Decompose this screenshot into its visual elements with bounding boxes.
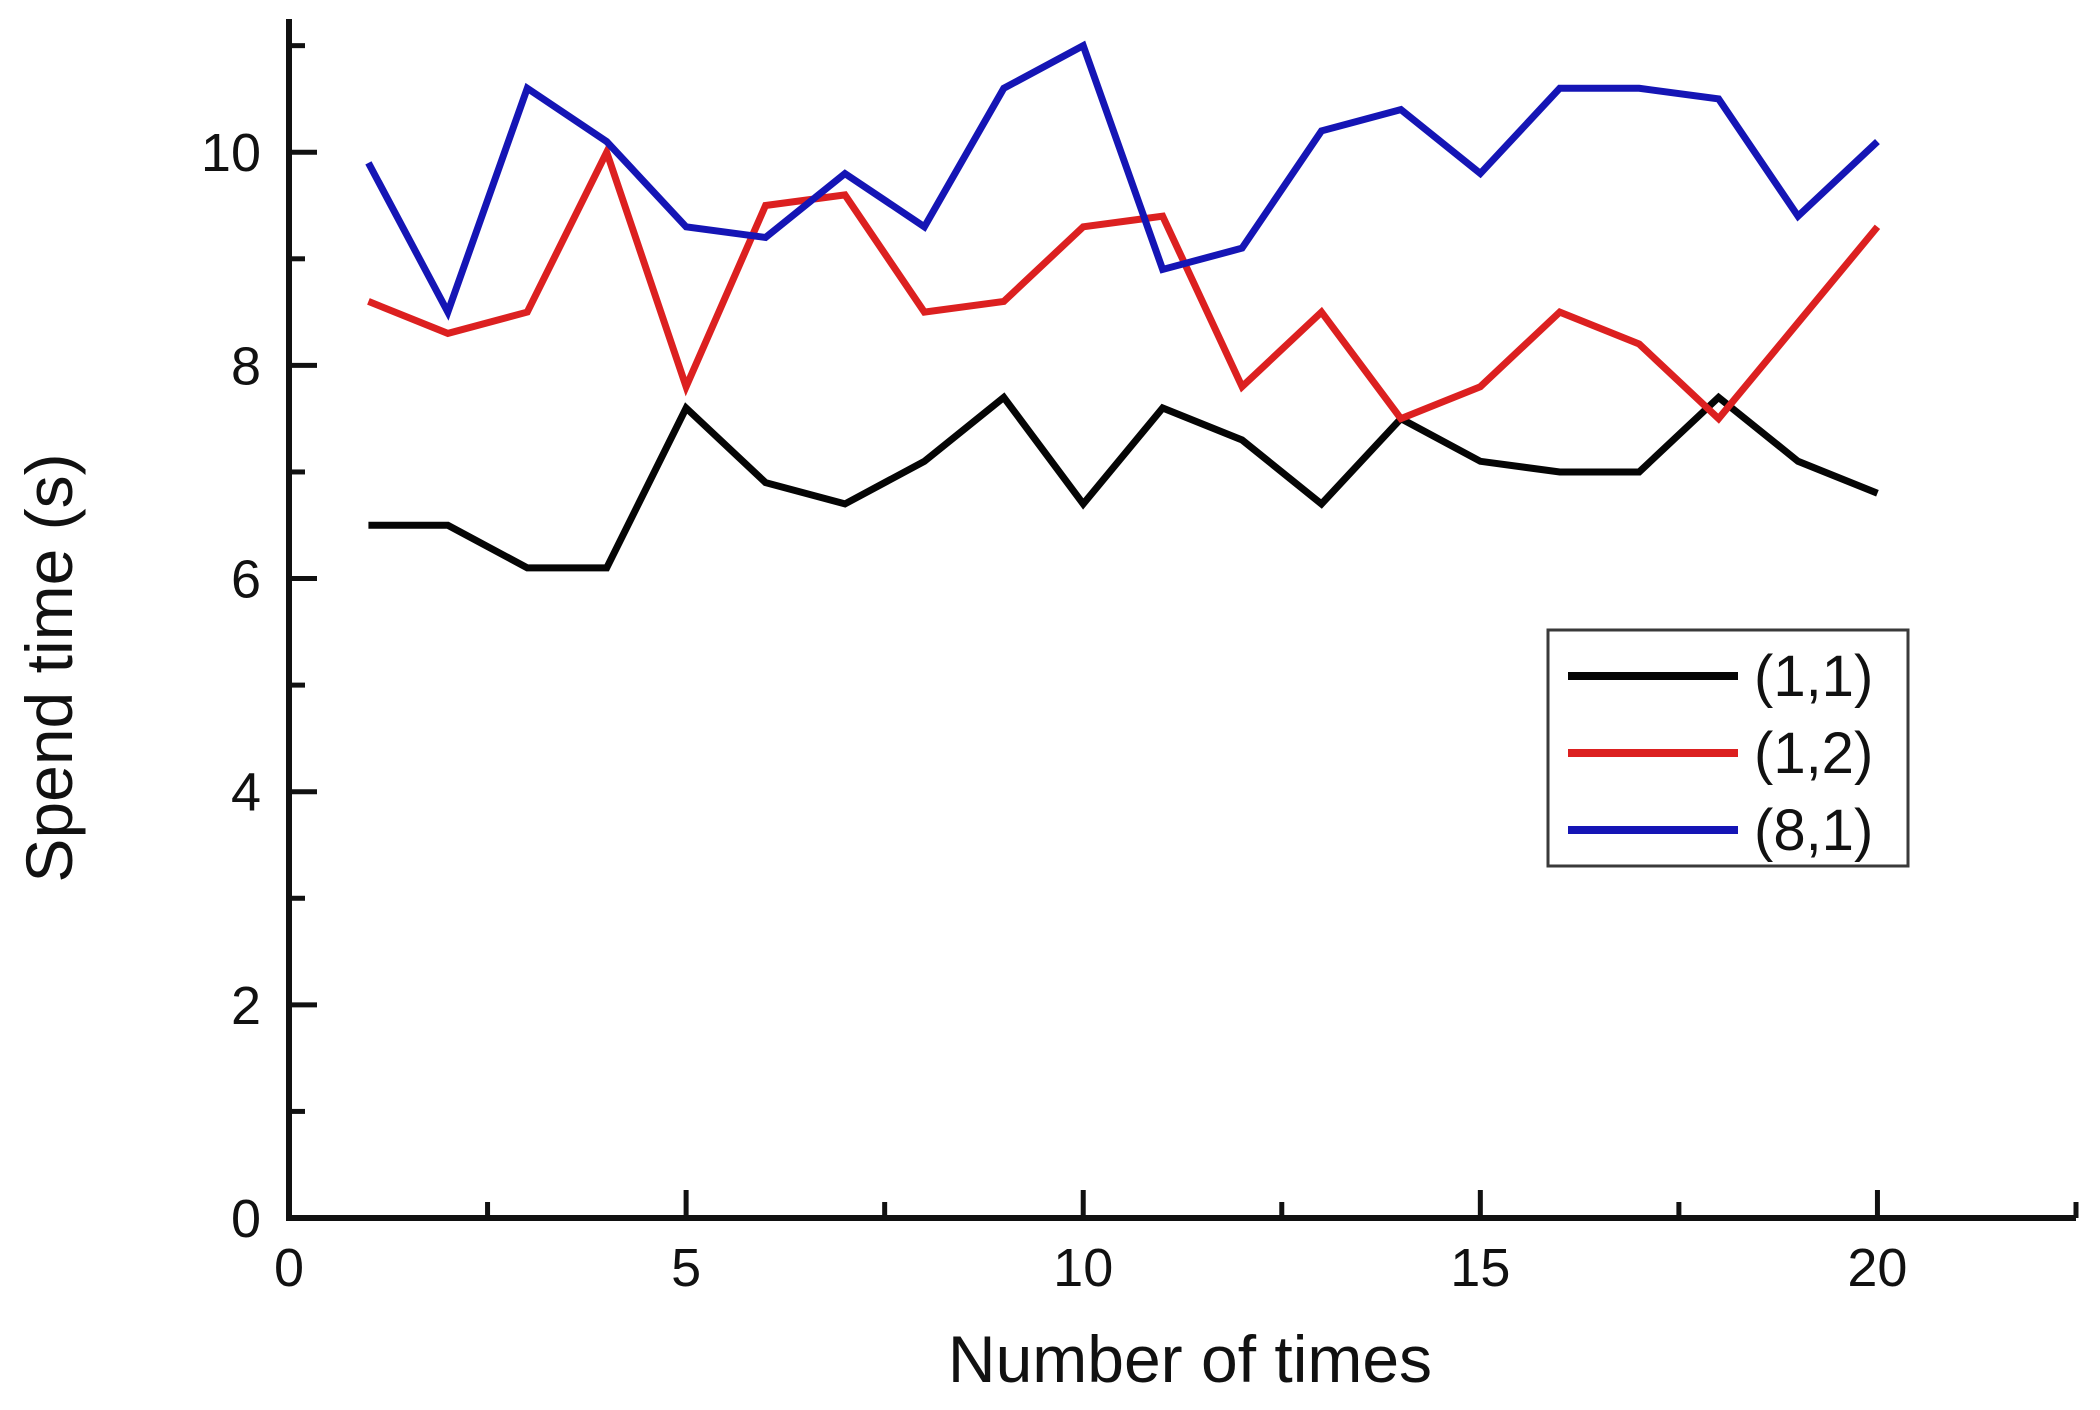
legend-entry-label: (1,1) [1754, 644, 1873, 709]
legend-entry-label: (1,2) [1754, 721, 1873, 786]
y-tick-label: 2 [231, 976, 261, 1036]
y-tick-label: 10 [201, 123, 261, 183]
x-tick-label: 15 [1450, 1238, 1510, 1298]
series-line-(8,1) [365, 40, 1880, 321]
x-tick-label: 0 [274, 1238, 304, 1298]
axes-layer: 0 5 10 15 20 0 2 4 6 8 10 [201, 19, 2079, 1298]
legend: (1,1) (1,2) (8,1) [1546, 628, 1910, 868]
y-tick-label: 8 [231, 336, 261, 396]
series-line-(1,1) [368, 392, 1879, 572]
y-axis-title: Spend time (s) [12, 453, 86, 882]
y-tick-label: 4 [231, 763, 261, 823]
y-tick-label: 0 [231, 1189, 261, 1249]
series-layer [365, 40, 1881, 572]
x-tick-label: 5 [671, 1238, 701, 1298]
x-tick-label: 20 [1847, 1238, 1907, 1298]
series-line-(1,2) [367, 143, 1881, 424]
x-tick-label: 10 [1053, 1238, 1113, 1298]
x-axis-title: Number of times [948, 1322, 1432, 1396]
legend-entry-label: (8,1) [1754, 798, 1873, 863]
y-tick-label: 6 [231, 550, 261, 610]
